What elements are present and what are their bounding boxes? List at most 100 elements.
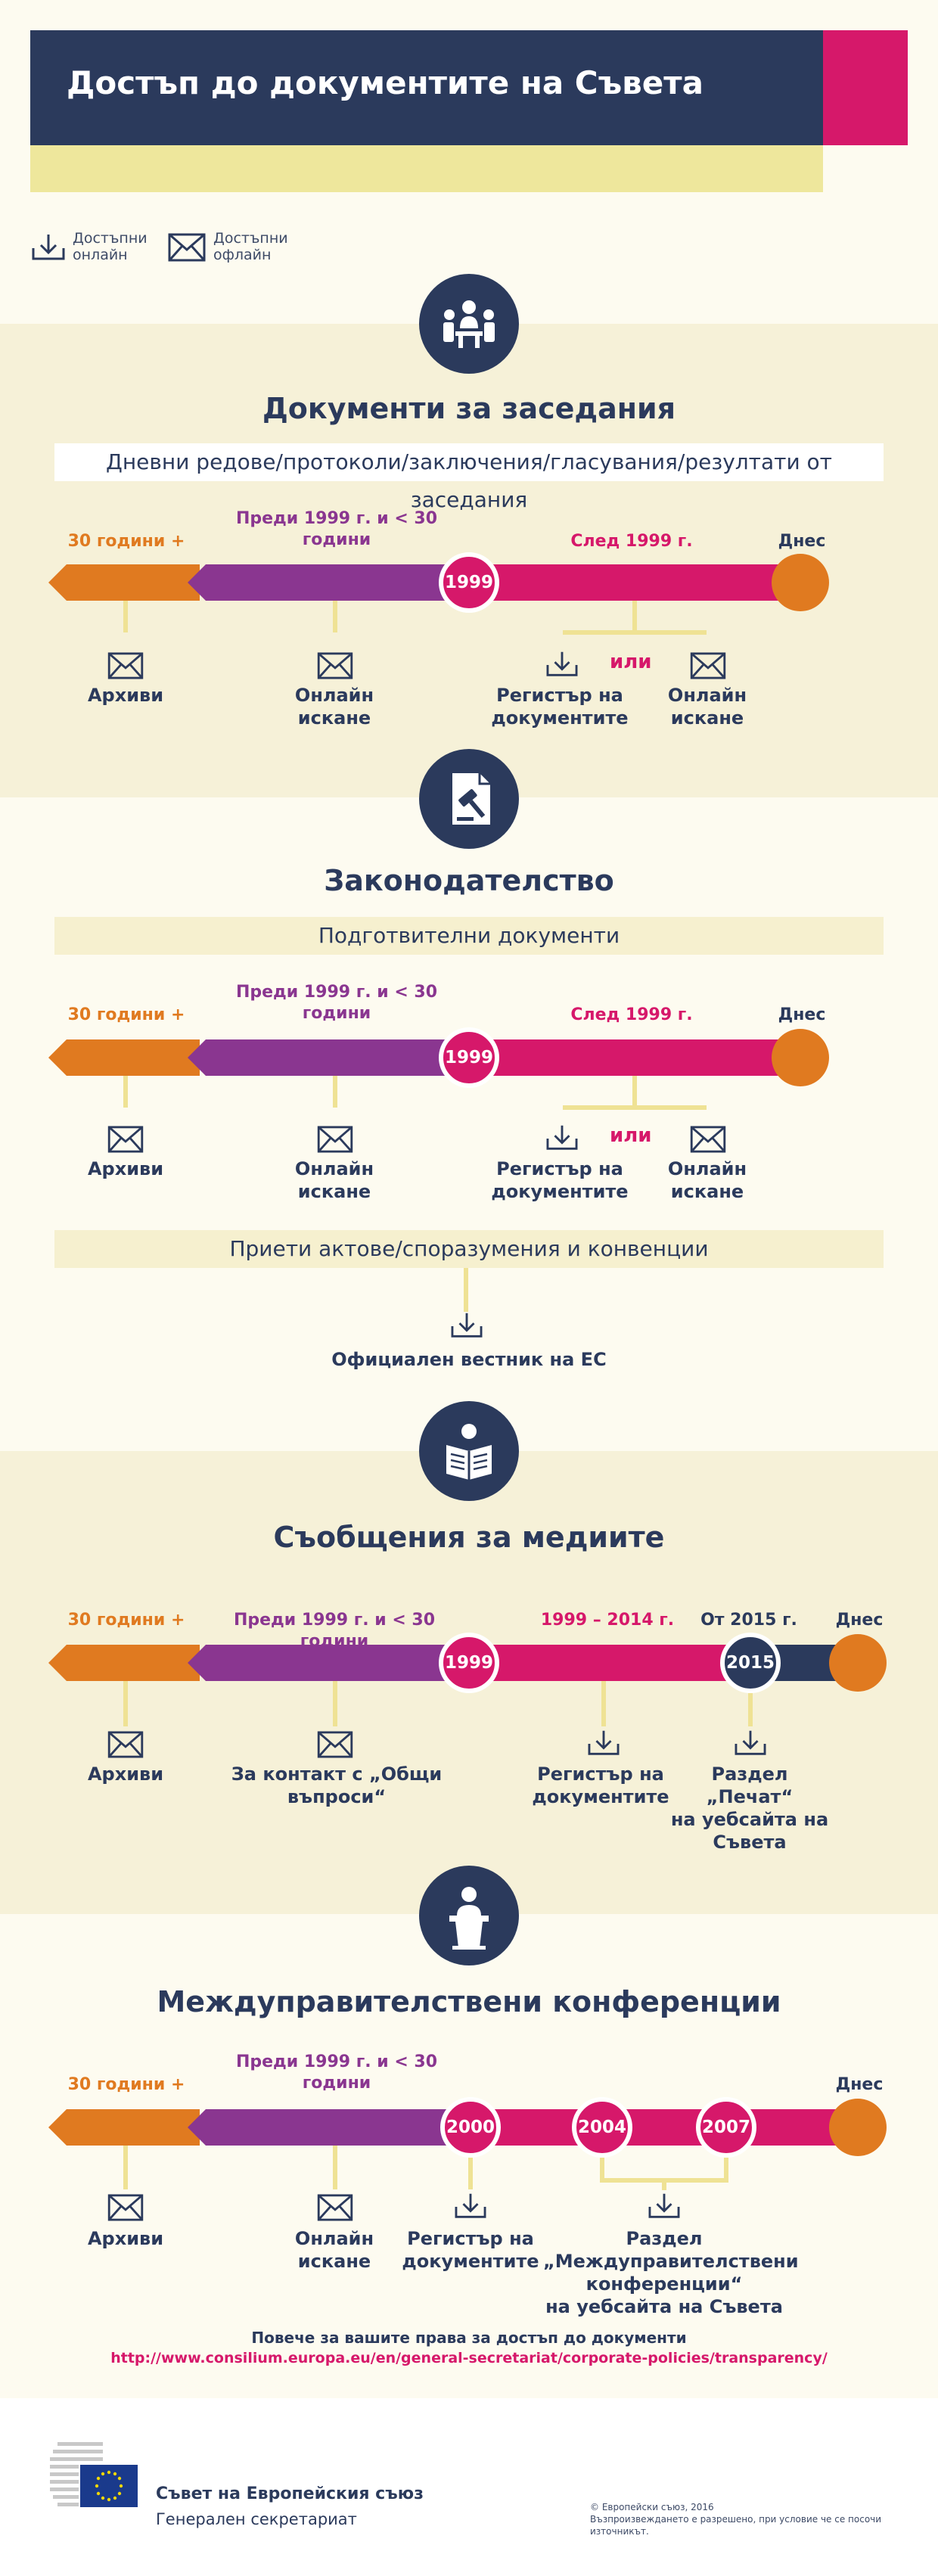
page-title: Достъп до документите на Съвета	[67, 64, 704, 101]
timeline-end-today	[772, 554, 829, 611]
footer-org-sub: Генерален секретариат	[156, 2510, 357, 2528]
envelope-icon	[690, 652, 726, 679]
footer	[0, 2398, 938, 2576]
title-accent-yellow	[30, 145, 823, 192]
envelope-icon	[317, 1126, 353, 1153]
document-gavel-icon	[452, 773, 490, 825]
download-icon	[648, 2193, 680, 2218]
subtitle-preparatory: Подготвителни документи	[54, 917, 884, 955]
connector	[333, 2146, 337, 2189]
label-30-years: 30 години +	[67, 2075, 185, 2094]
section-heading-press: Съобщения за медиите	[273, 1521, 665, 1554]
label-1999-2014: 1999 – 2014 г.	[540, 1611, 675, 1630]
label-today: Днес	[835, 1611, 884, 1630]
connector	[632, 1076, 637, 1108]
timeline-segment-purple	[188, 1039, 475, 1076]
section-heading-legislation: Законодателство	[324, 864, 614, 897]
download-icon	[546, 651, 578, 676]
connector	[662, 2178, 666, 2190]
press-icon-circle	[419, 1401, 519, 1501]
timeline-node-1999: 1999	[439, 1027, 499, 1088]
council-logo	[50, 2442, 138, 2507]
label-contact: За контакт с „Общи въпроси“	[231, 1763, 443, 1807]
timeline-end-today	[772, 1029, 829, 1086]
timeline-node-2015: 2015	[720, 1633, 781, 1693]
more-info-text: Повече за вашите права за достъп до доку…	[251, 2329, 687, 2347]
envelope-icon	[317, 2194, 353, 2221]
timeline-segment-purple	[188, 1645, 475, 1681]
connector	[123, 2146, 128, 2189]
connector	[632, 601, 637, 632]
label-register: Регистър на документите	[491, 685, 629, 729]
timeline-node-2004: 2004	[572, 2097, 632, 2158]
timeline-node-1999: 1999	[439, 1633, 499, 1693]
meeting-icon-circle	[419, 274, 519, 374]
transparency-link[interactable]: http://www.consilium.europa.eu/en/genera…	[110, 2350, 828, 2366]
download-icon	[735, 1730, 766, 1755]
label-register: Регистър на документите	[491, 1158, 629, 1202]
title-banner	[30, 30, 823, 145]
subtitle-meetings: Дневни редове/протоколи/заключения/гласу…	[54, 443, 884, 512]
label-before-1999: Преди 1999 г. и < 30 години	[235, 2052, 438, 2093]
label-after-1999: След 1999 г.	[570, 1005, 693, 1024]
connector	[333, 601, 337, 632]
section-heading-meetings: Документи за заседания	[262, 392, 676, 425]
label-archives: Архиви	[87, 685, 164, 706]
label-official-journal: Официален вестник на ЕС	[331, 1349, 607, 1370]
timeline-segment-purple	[188, 2109, 475, 2146]
label-register: Регистър на документите	[532, 1763, 669, 1807]
or-label: или	[610, 651, 652, 673]
envelope-icon	[107, 1731, 144, 1758]
timeline-end-today	[829, 2099, 887, 2156]
legend-offline: Достъпни офлайн	[213, 230, 288, 263]
timeline-arrow-orange	[48, 1645, 200, 1681]
legend-online: Достъпни онлайн	[73, 230, 148, 263]
timeline-end-today	[829, 1634, 887, 1692]
timeline-node-1999: 1999	[439, 552, 499, 613]
timeline-segment-pink	[475, 2109, 841, 2146]
label-online-request: Онлайн искане	[294, 2228, 374, 2272]
envelope-icon	[107, 2194, 144, 2221]
subtitle-adopted-acts: Приети актове/споразумения и конвенции	[54, 1230, 884, 1268]
label-30-years: 30 години +	[67, 1611, 185, 1630]
label-today: Днес	[778, 1005, 826, 1024]
section-heading-igc: Междуправителствени конференции	[157, 1985, 781, 2018]
timeline-segment-purple	[188, 564, 475, 601]
footer-copyright: © Европейски съюз, 2016 Възпроизвежданет…	[590, 2502, 882, 2537]
connector	[748, 1693, 753, 1726]
legislation-icon-circle	[419, 749, 519, 849]
people-meeting-icon	[443, 300, 495, 348]
envelope-icon	[107, 1126, 144, 1153]
label-30-years: 30 години +	[67, 532, 185, 551]
label-archives: Архиви	[87, 1158, 164, 1179]
download-icon	[455, 2193, 486, 2218]
connector-branch	[563, 1105, 707, 1110]
connector	[333, 1681, 337, 1726]
connector	[123, 1681, 128, 1726]
connector	[600, 2158, 604, 2180]
download-icon	[451, 1313, 483, 1338]
label-before-1999: Преди 1999 г. и < 30 години	[235, 509, 438, 549]
timeline-arrow-orange	[48, 564, 200, 601]
title-accent-pink	[823, 30, 908, 145]
connector	[468, 2158, 473, 2189]
timeline-arrow-orange	[48, 1039, 200, 1076]
eu-flag-stars-icon	[95, 2470, 123, 2502]
timeline-segment-pink	[475, 564, 785, 601]
connector	[123, 1076, 128, 1108]
footer-org-name: Съвет на Европейския съюз	[156, 2484, 424, 2503]
download-icon	[588, 1730, 620, 1755]
label-online-request: Онлайн искане	[294, 685, 374, 729]
timeline-arrow-orange	[48, 2109, 200, 2146]
timeline-segment-pink	[475, 1039, 785, 1076]
timeline-node-2007: 2007	[696, 2097, 756, 2158]
newspaper-reader-icon	[446, 1424, 492, 1480]
label-from-2015: От 2015 г.	[700, 1611, 797, 1630]
connector	[464, 1268, 468, 1312]
connector	[724, 2158, 728, 2180]
label-today: Днес	[835, 2075, 884, 2094]
connector-branch	[563, 630, 707, 635]
label-online-request: Онлайн искане	[294, 1158, 374, 1202]
envelope-icon	[317, 652, 353, 679]
connector	[333, 1076, 337, 1108]
